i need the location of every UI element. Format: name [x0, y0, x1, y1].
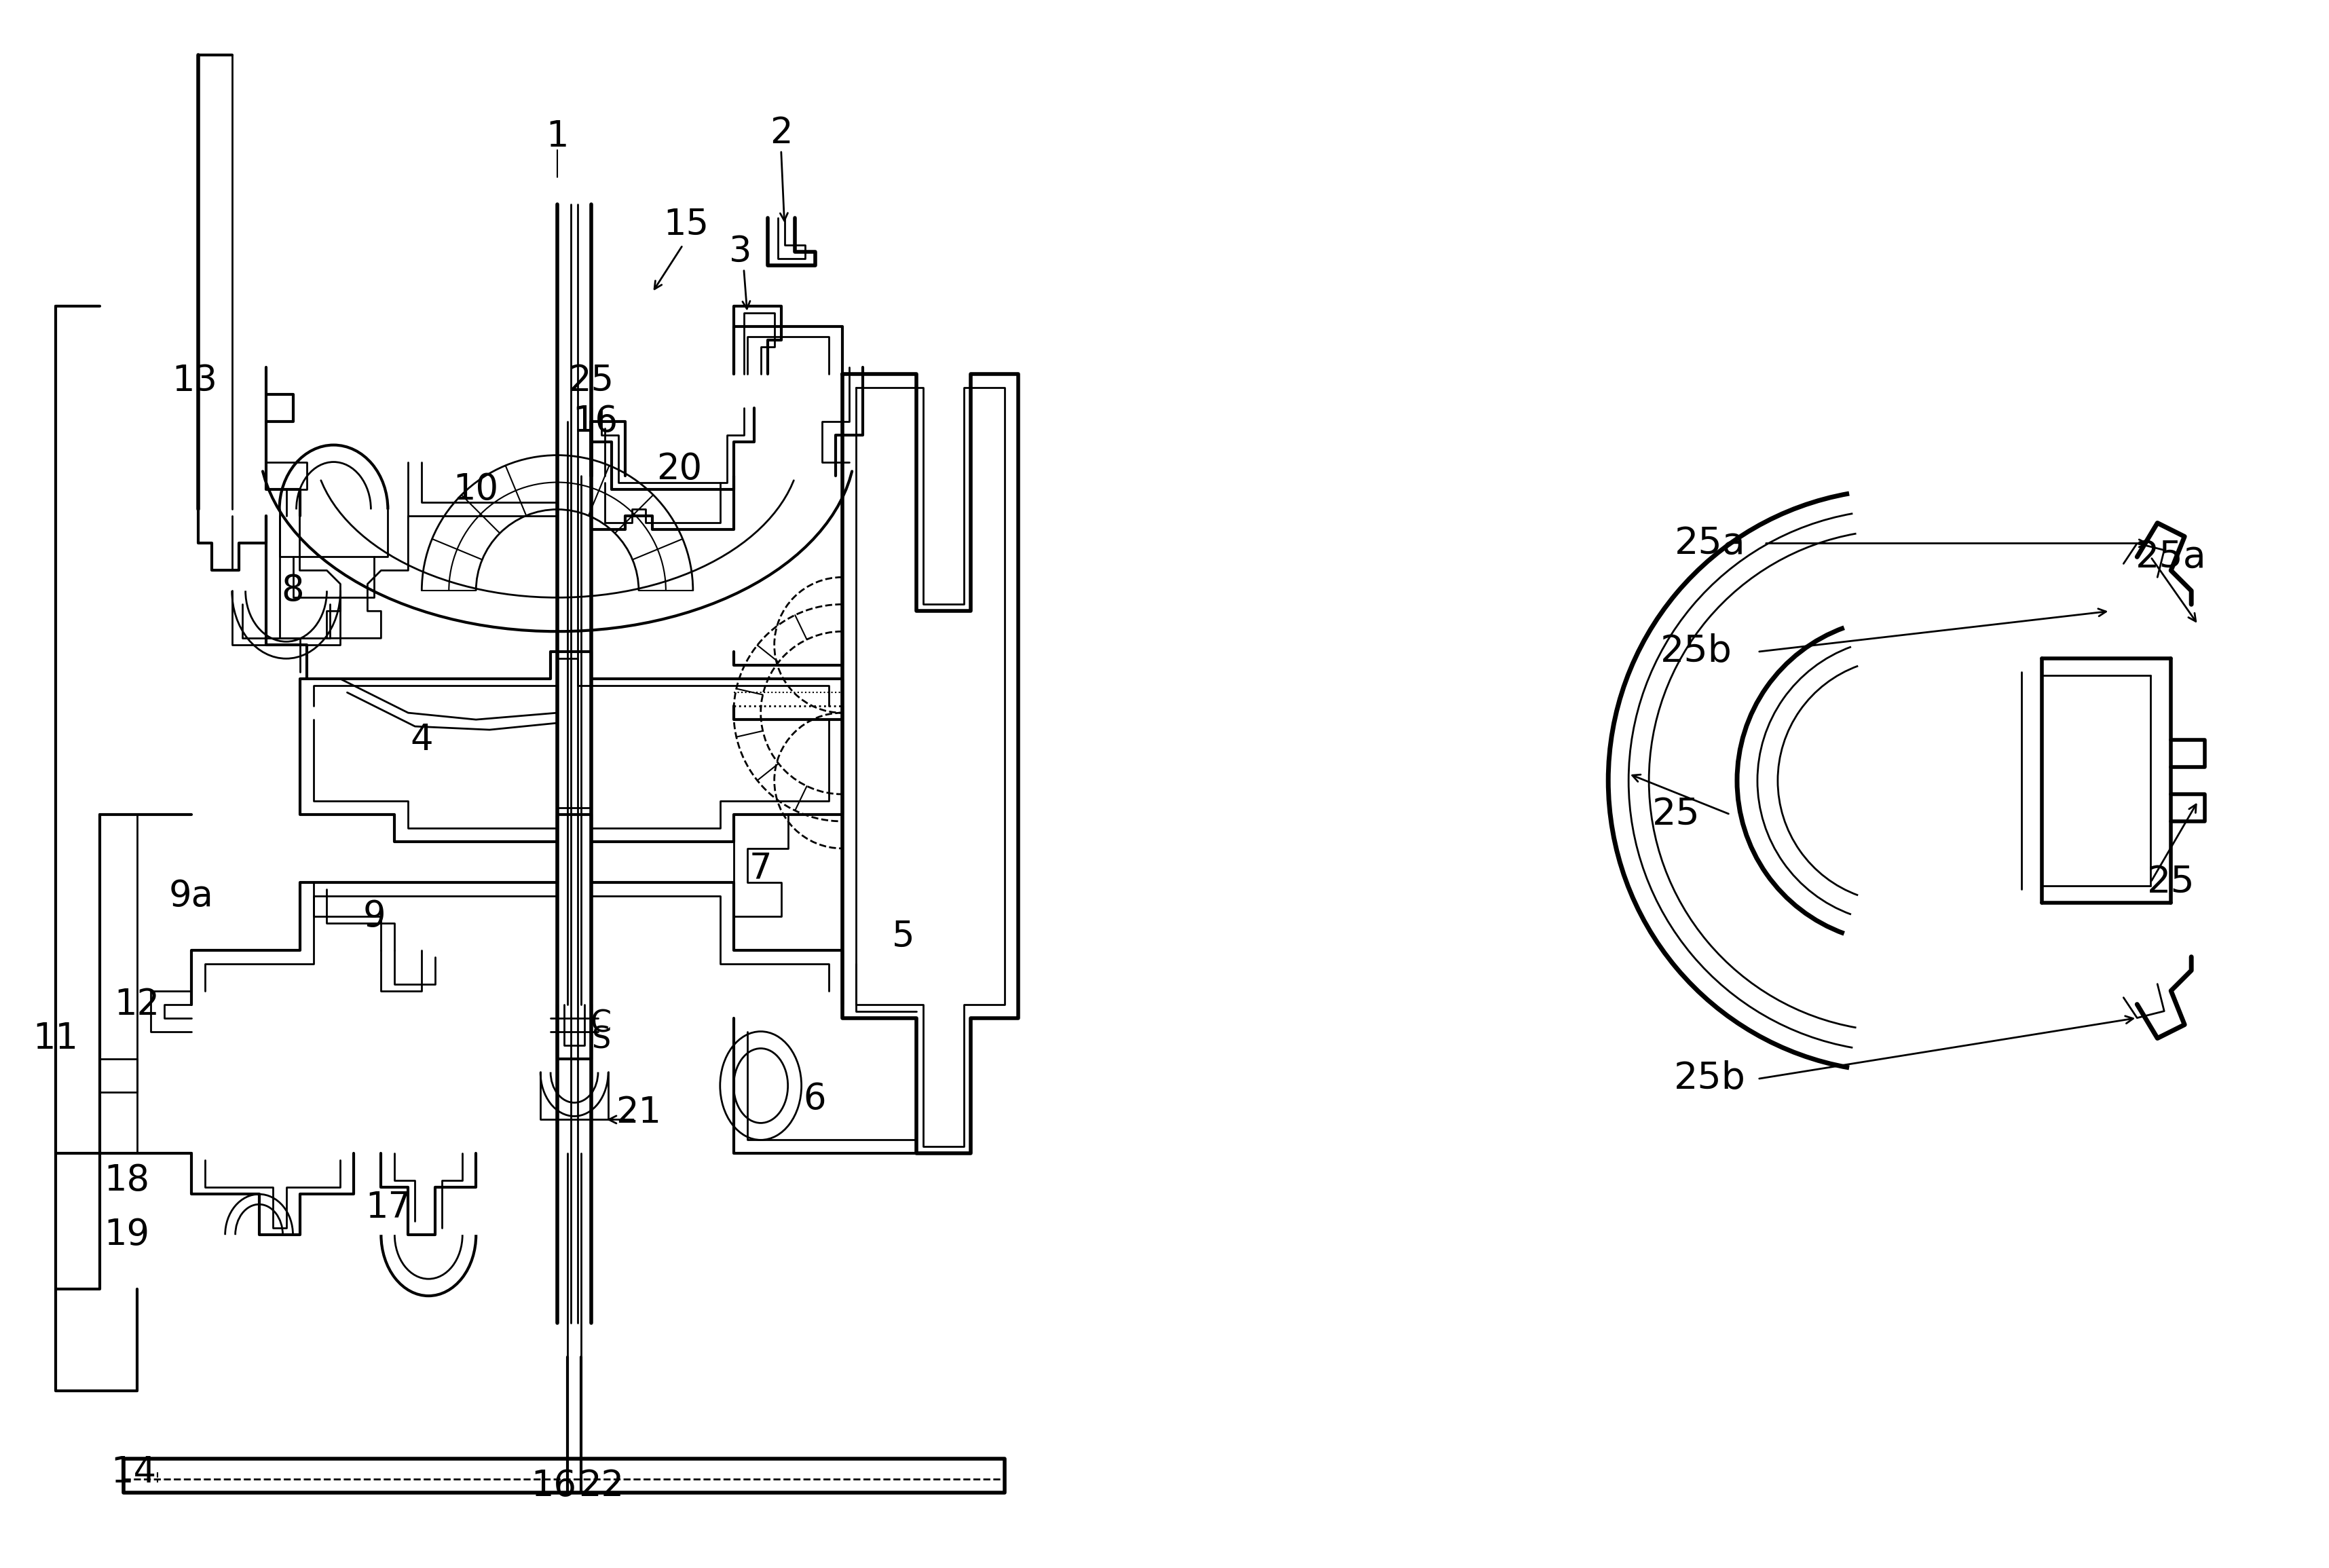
- Text: C: C: [589, 1008, 610, 1038]
- Text: 10: 10: [454, 472, 498, 506]
- Text: 2: 2: [769, 116, 792, 151]
- Text: 14: 14: [112, 1455, 156, 1490]
- Text: 22: 22: [578, 1468, 624, 1504]
- Text: 25b: 25b: [1675, 1060, 1747, 1098]
- Text: 9: 9: [363, 898, 387, 935]
- Text: 21: 21: [615, 1094, 661, 1131]
- Text: 16: 16: [573, 403, 617, 439]
- Text: 8: 8: [282, 574, 305, 608]
- Text: 3: 3: [729, 234, 752, 270]
- Text: 11: 11: [33, 1021, 79, 1055]
- Text: 13: 13: [172, 362, 217, 398]
- Text: S: S: [592, 1025, 610, 1054]
- Text: 12: 12: [114, 986, 161, 1022]
- Text: 5: 5: [892, 919, 915, 955]
- Text: 1: 1: [545, 119, 568, 154]
- Text: 7: 7: [750, 851, 773, 886]
- Text: 17: 17: [366, 1190, 410, 1225]
- Text: 25: 25: [2147, 864, 2194, 900]
- Text: 20: 20: [657, 452, 701, 486]
- Text: 25a: 25a: [2136, 538, 2206, 575]
- Text: 4: 4: [410, 723, 433, 757]
- Text: 9a: 9a: [170, 878, 214, 914]
- Text: 16: 16: [531, 1468, 578, 1504]
- Text: 19: 19: [105, 1217, 149, 1253]
- Text: 18: 18: [105, 1163, 149, 1198]
- Text: 6: 6: [804, 1082, 827, 1116]
- Text: 15: 15: [664, 207, 708, 243]
- Text: 25b: 25b: [1661, 633, 1733, 670]
- Text: 25: 25: [568, 362, 615, 398]
- Text: 25a: 25a: [1675, 525, 1744, 561]
- Text: 25: 25: [1651, 797, 1700, 833]
